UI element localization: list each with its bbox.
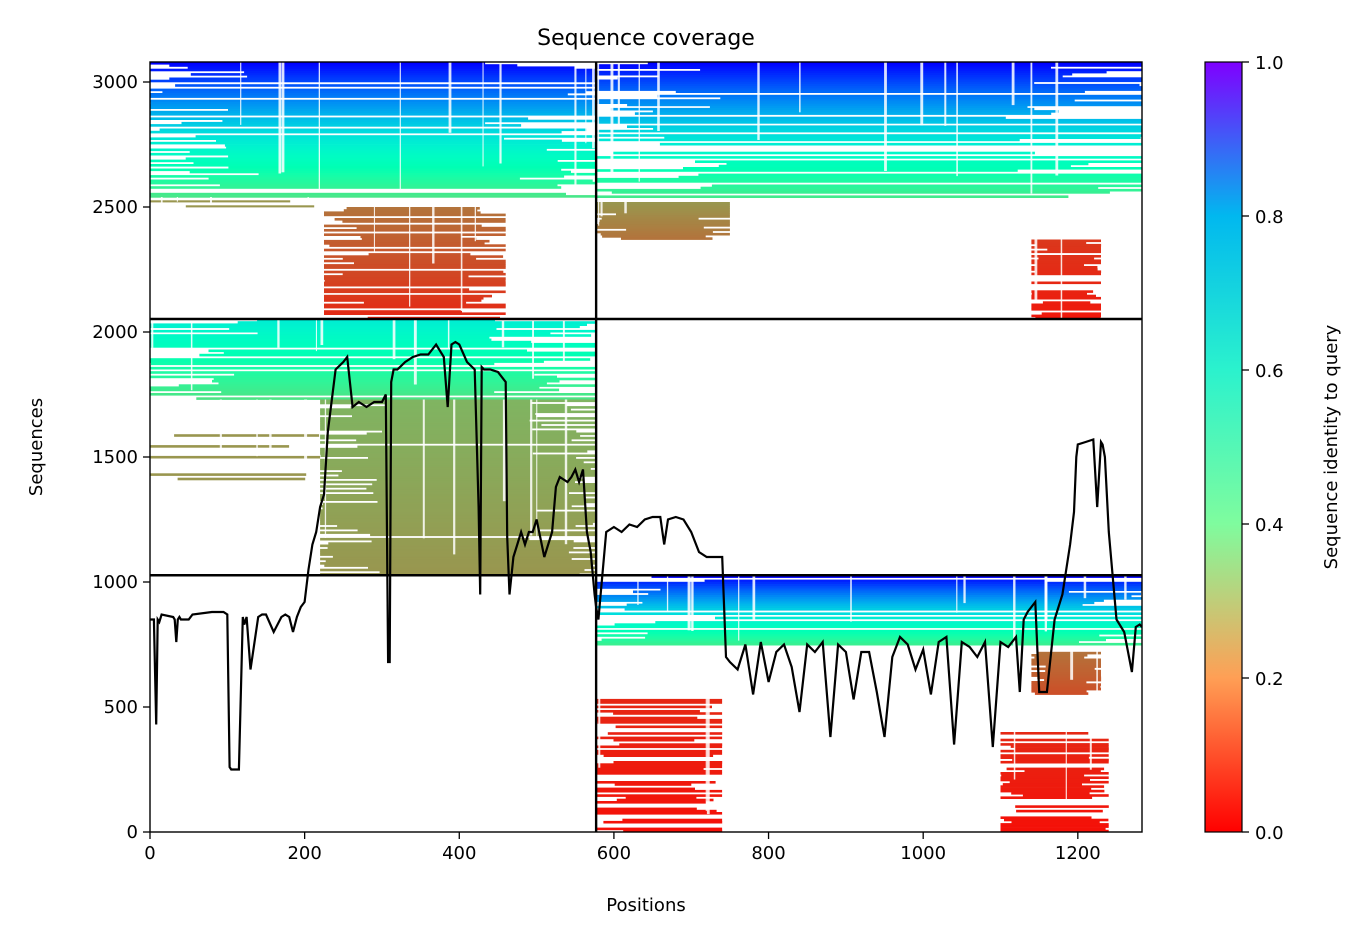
block-boundaries [150,62,1142,832]
y-axis: 0 500 1000 1500 2000 2500 3000 [92,72,150,843]
coverage-block [1000,732,1109,832]
x-tick-label: 0 [144,843,155,864]
colorbar-tick-label: 0.4 [1255,515,1284,536]
coverage-block [150,197,315,208]
x-axis: 0 200 400 600 800 1000 1200 [144,832,1101,864]
coverage-block [596,575,1142,647]
coverage-block [324,207,506,320]
colorbar-tick-label: 0.8 [1255,207,1284,228]
colorbar-tick-label: 0.2 [1255,669,1284,690]
colorbar-tick-label: 0.0 [1255,823,1284,844]
x-tick-label: 600 [597,843,631,864]
x-tick-label: 400 [442,843,476,864]
colorbar-ticks: 0.0 0.2 0.4 0.6 0.8 1.0 [1242,53,1284,844]
coverage-block [596,62,1142,198]
coverage-block [1031,649,1102,695]
y-tick-label: 500 [104,697,138,718]
y-axis-label: Sequences [26,398,47,496]
plot-frame [149,61,1143,833]
x-tick-label: 200 [287,843,321,864]
coverage-block [150,399,321,481]
colorbar-tick-label: 0.6 [1255,361,1284,382]
x-tick-label: 1200 [1055,843,1101,864]
colorbar-tick-label: 1.0 [1255,53,1284,74]
coverage-block [150,62,597,198]
chart-title: Sequence coverage [537,26,755,51]
y-tick-label: 0 [127,822,138,843]
coverage-line [150,340,1142,771]
y-tick-label: 3000 [92,72,138,93]
plot-area [149,61,1143,833]
y-tick-label: 2000 [92,322,138,343]
coverage-block [596,694,723,832]
coverage-block [1031,239,1102,320]
x-tick-label: 800 [751,843,785,864]
x-tick-label: 1000 [900,843,946,864]
colorbar-gradient [1204,61,1243,833]
y-tick-label: 1500 [92,447,138,468]
y-tick-label: 2500 [92,197,138,218]
coverage-block [596,202,730,240]
coverage-block [150,319,597,400]
colorbar: 0.0 0.2 0.4 0.6 0.8 1.0 Sequence identity to … [1204,53,1342,844]
x-axis-label: Positions [606,895,685,916]
colorbar-label: Sequence identity to query [1321,324,1342,569]
y-tick-label: 1000 [92,572,138,593]
